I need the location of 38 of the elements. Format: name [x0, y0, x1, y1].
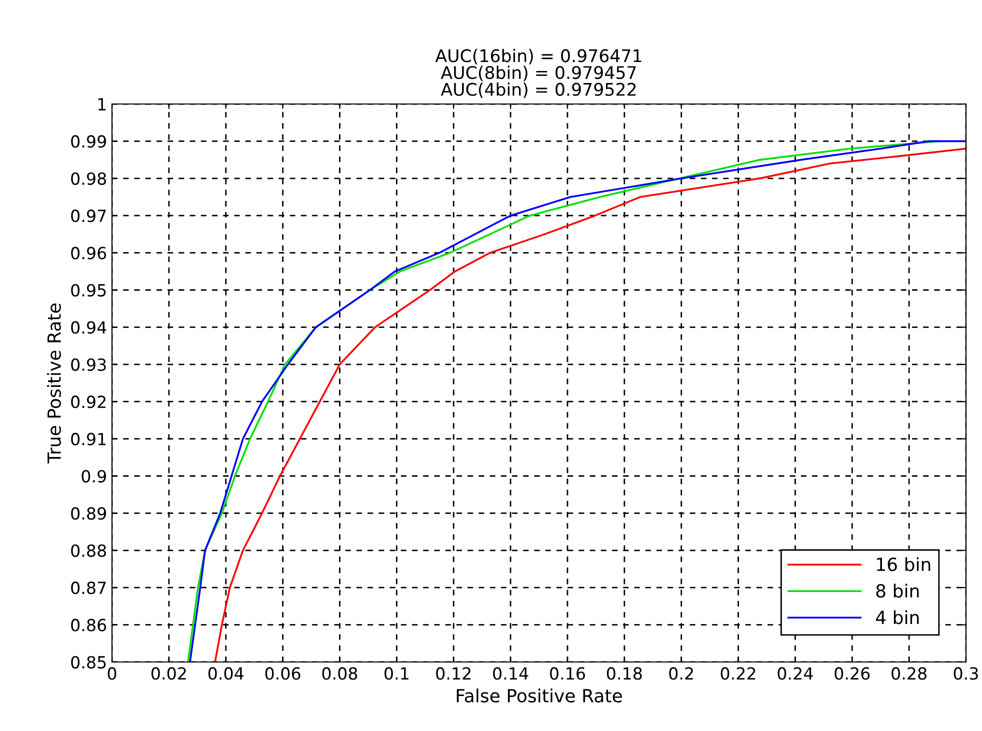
- x-tick-label: 0.16: [550, 667, 585, 680]
- x-tick-label: 0.3: [954, 667, 978, 680]
- x-tick-label: 0.08: [322, 667, 358, 680]
- y-tick-label: 0.95: [71, 284, 106, 297]
- y-tick-label: 0.93: [71, 358, 106, 371]
- y-tick-label: 0.94: [71, 321, 106, 334]
- x-tick-label: 0.24: [778, 667, 813, 680]
- chart-title: AUC(16bin) = 0.976471 AUC(8bin) = 0.979457 AUC(4bin) = 0.979522: [435, 48, 642, 98]
- x-tick-label: 0.14: [493, 667, 528, 680]
- legend-label: 8 bin: [876, 584, 919, 598]
- x-tick-label: 0.12: [436, 667, 470, 680]
- y-tick-label: 0.99: [71, 135, 106, 148]
- x-tick-label: 0.02: [151, 667, 186, 680]
- y-tick-label: 0.87: [71, 582, 106, 594]
- y-tick-label: 0.89: [71, 507, 106, 520]
- x-axis-title: False Positive Rate: [456, 688, 622, 703]
- legend-label: 16 bin: [877, 557, 930, 572]
- y-tick-label: 0.86: [71, 618, 106, 632]
- x-tick-label: 0.1: [384, 667, 408, 680]
- y-tick-label: 0.96: [71, 246, 106, 260]
- x-tick-label: 0.22: [720, 667, 756, 680]
- x-tick-label: 0.18: [606, 667, 642, 680]
- y-tick-label: 0.9: [82, 470, 106, 483]
- x-tick-label: 0.26: [834, 667, 870, 680]
- legend-label: 4 bin: [876, 610, 919, 624]
- y-tick-label: 0.97: [71, 210, 106, 222]
- y-tick-label: 0.88: [71, 544, 106, 557]
- x-tick-label: 0.28: [892, 667, 926, 680]
- y-tick-label: 0.85: [71, 656, 106, 669]
- y-tick-label: 0.98: [71, 172, 106, 185]
- x-tick-label: 0.06: [265, 667, 300, 680]
- x-tick-label: 0.04: [208, 667, 244, 680]
- y-tick-label: 0.92: [71, 396, 106, 408]
- y-tick-label: 1: [98, 98, 106, 110]
- y-axis-title: True Positive Rate: [47, 304, 61, 464]
- x-tick-label: 0.2: [669, 667, 693, 680]
- y-tick-label: 0.91: [71, 432, 106, 446]
- x-tick-label: 0: [108, 667, 116, 680]
